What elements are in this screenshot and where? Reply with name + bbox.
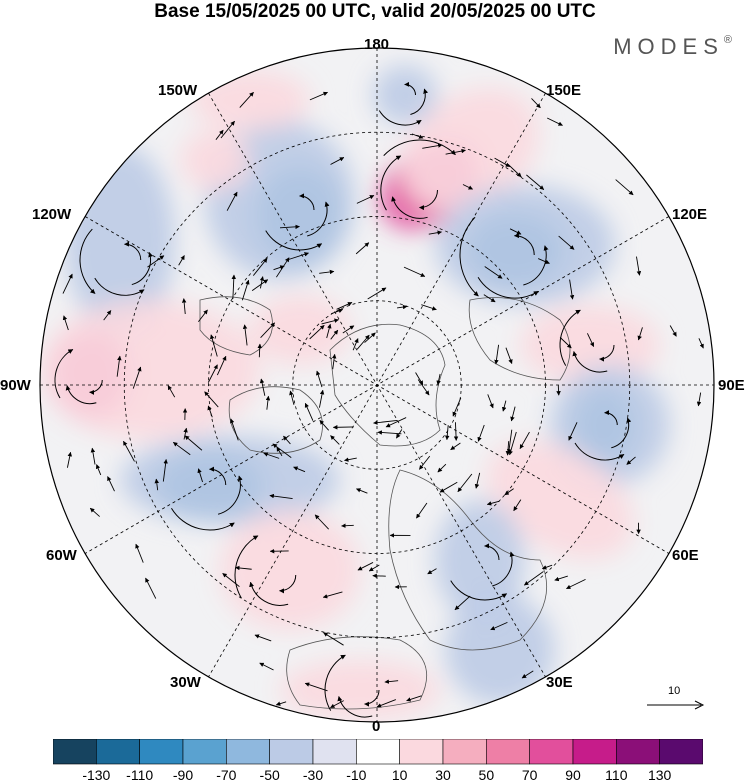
- colorbar-tick-label: 70: [521, 767, 538, 783]
- colorbar-tick-label: -10: [346, 767, 367, 783]
- label-lon-60E: 60E: [672, 547, 699, 564]
- colorbar: [53, 739, 703, 765]
- label-lon-90E: 90E: [718, 377, 745, 394]
- label-lon-30W: 30W: [170, 674, 201, 691]
- colorbar-swatch: [269, 739, 314, 765]
- colorbar-swatch: [356, 739, 400, 765]
- vector-scale-label: 10: [668, 685, 681, 697]
- colorbar-swatch: [442, 739, 487, 765]
- label-lon-180: 180: [364, 36, 390, 53]
- colorbar-swatch: [529, 739, 574, 765]
- map-title: Base 15/05/2025 00 UTC, valid 20/05/2025…: [154, 1, 596, 22]
- colorbar-swatch: [616, 739, 660, 765]
- colorbar-tick-label: 110: [605, 767, 628, 783]
- colorbar-swatch: [226, 739, 270, 765]
- colorbar-tick-label: -30: [302, 767, 324, 783]
- colorbar-swatch: [399, 739, 444, 765]
- colorbar-swatch: [486, 739, 530, 765]
- colorbar-tick-label: -90: [172, 767, 194, 783]
- colorbar-swatch: [53, 739, 97, 765]
- colorbar-tick-label: 130: [647, 767, 672, 783]
- colorbar-swatch: [659, 739, 703, 765]
- label-lon-90W: 90W: [0, 377, 31, 394]
- label-lon-150E: 150E: [546, 82, 582, 99]
- colorbar-tick-label: -130: [82, 767, 111, 783]
- label-lon-150W: 150W: [158, 82, 198, 99]
- label-lon-60W: 60W: [46, 547, 77, 564]
- label-lon-30E: 30E: [546, 674, 573, 691]
- colorbar-swatch: [572, 739, 617, 765]
- registered-mark: ®: [723, 34, 732, 46]
- streamlines: [54, 81, 704, 718]
- modes-logo: MODES®: [613, 34, 732, 60]
- colorbar-tick-label: 90: [565, 767, 581, 783]
- colorbar-tick-label: -50: [259, 767, 280, 783]
- colorbar-tick-label: -70: [216, 767, 237, 783]
- colorbar-swatch: [96, 739, 140, 765]
- colorbar-swatch: [312, 739, 357, 765]
- colorbar-swatch: [139, 739, 184, 765]
- label-lon-120E: 120E: [672, 206, 708, 223]
- label-lon-0: 0: [372, 718, 381, 735]
- graticule: [40, 48, 714, 722]
- label-lon-120W: 120W: [32, 206, 72, 223]
- vector-scale-arrow: [647, 700, 705, 710]
- map-border: [39, 47, 715, 723]
- colorbar-swatch: [182, 739, 227, 765]
- land-outlines: [199, 296, 571, 710]
- colorbar-tick-label: 50: [478, 767, 495, 783]
- brand-name: MODES: [613, 34, 724, 59]
- colorbar-tick-label: 30: [435, 767, 451, 783]
- colorbar-tick-label: 10: [391, 767, 408, 783]
- colorbar-tick-label: -110: [126, 767, 154, 783]
